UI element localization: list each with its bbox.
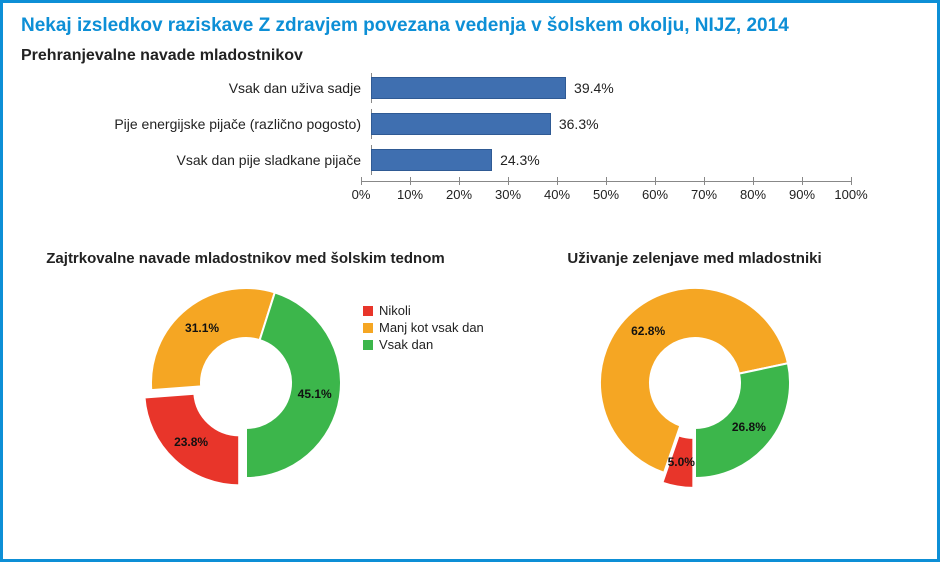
bar-tick-label: 60% <box>642 187 668 202</box>
bar-plot: 39.4% <box>371 73 861 103</box>
donut-breakfast-chart: 23.8% 31.1% 45.1% <box>137 274 355 492</box>
donut-svg <box>137 274 355 492</box>
legend-label: Manj kot vsak dan <box>379 320 484 335</box>
legend-label: Vsak dan <box>379 337 433 352</box>
bar-tick-label: 40% <box>544 187 570 202</box>
habits-bar-chart: Vsak dan uživa sadje 39.4% Pije energijske… <box>21 73 919 228</box>
legend-swatch <box>363 306 373 316</box>
bar-tick-label: 80% <box>740 187 766 202</box>
donut-vegetables-chart: 5.0% 62.8% 26.8% <box>586 274 804 492</box>
legend-item: Manj kot vsak dan <box>363 320 484 335</box>
legend-swatch <box>363 340 373 350</box>
bar-plot: 24.3% <box>371 145 861 175</box>
legend-label: Nikoli <box>379 303 411 318</box>
donut-breakfast-title: Zajtrkovalne navade mladostnikov med šol… <box>26 250 466 268</box>
bar-tick-label: 70% <box>691 187 717 202</box>
bar-value: 36.3% <box>549 116 599 132</box>
bar-fill <box>371 149 492 171</box>
legend-swatch <box>363 323 373 333</box>
bar-value: 39.4% <box>564 80 614 96</box>
bar-row: Vsak dan uživa sadje 39.4% <box>21 73 919 103</box>
donut-slice-label: 31.1% <box>185 321 219 335</box>
donut-slice <box>150 288 274 390</box>
bar-fill <box>371 113 551 135</box>
barchart-title: Prehranjevalne navade mladostnikov <box>21 47 919 65</box>
bar-label: Vsak dan pije sladkane pijače <box>21 152 371 168</box>
bar-tick-label: 30% <box>495 187 521 202</box>
bar-tick-label: 10% <box>397 187 423 202</box>
bar-fill <box>371 77 566 99</box>
report-frame: Nekaj izsledkov raziskave Z zdravjem pov… <box>0 0 940 562</box>
bar-tick-label: 0% <box>352 187 371 202</box>
donut-row: Zajtrkovalne navade mladostnikov med šol… <box>21 250 919 497</box>
bar-tick-label: 20% <box>446 187 472 202</box>
bar-axis: 0%10%20%30%40%50%60%70%80%90%100% <box>361 181 851 205</box>
donut-slice-label: 26.8% <box>732 420 766 434</box>
bar-plot: 36.3% <box>371 109 861 139</box>
bar-tick-label: 90% <box>789 187 815 202</box>
donut-slice-label: 62.8% <box>631 324 665 338</box>
legend-item: Nikoli <box>363 303 484 318</box>
donut-slice-label: 5.0% <box>668 455 695 469</box>
donut-breakfast: Zajtrkovalne navade mladostnikov med šol… <box>26 250 466 497</box>
bar-label: Pije energijske pijače (različno pogosto… <box>21 116 371 132</box>
bar-tick-label: 50% <box>593 187 619 202</box>
legend-item: Vsak dan <box>363 337 484 352</box>
bar-row: Pije energijske pijače (različno pogosto… <box>21 109 919 139</box>
donut-legend: Nikoli Manj kot vsak dan Vsak dan <box>363 303 484 354</box>
bar-label: Vsak dan uživa sadje <box>21 80 371 96</box>
donut-slice-label: 45.1% <box>298 387 332 401</box>
bar-tick-label: 100% <box>834 187 867 202</box>
donut-vegetables-title: Uživanje zelenjave med mladostniki <box>475 250 915 268</box>
page-title: Nekaj izsledkov raziskave Z zdravjem pov… <box>21 15 919 37</box>
bar-value: 24.3% <box>490 152 540 168</box>
donut-vegetables: Uživanje zelenjave med mladostniki 5.0% 6… <box>475 250 915 497</box>
donut-slice-label: 23.8% <box>174 435 208 449</box>
bar-row: Vsak dan pije sladkane pijače 24.3% <box>21 145 919 175</box>
